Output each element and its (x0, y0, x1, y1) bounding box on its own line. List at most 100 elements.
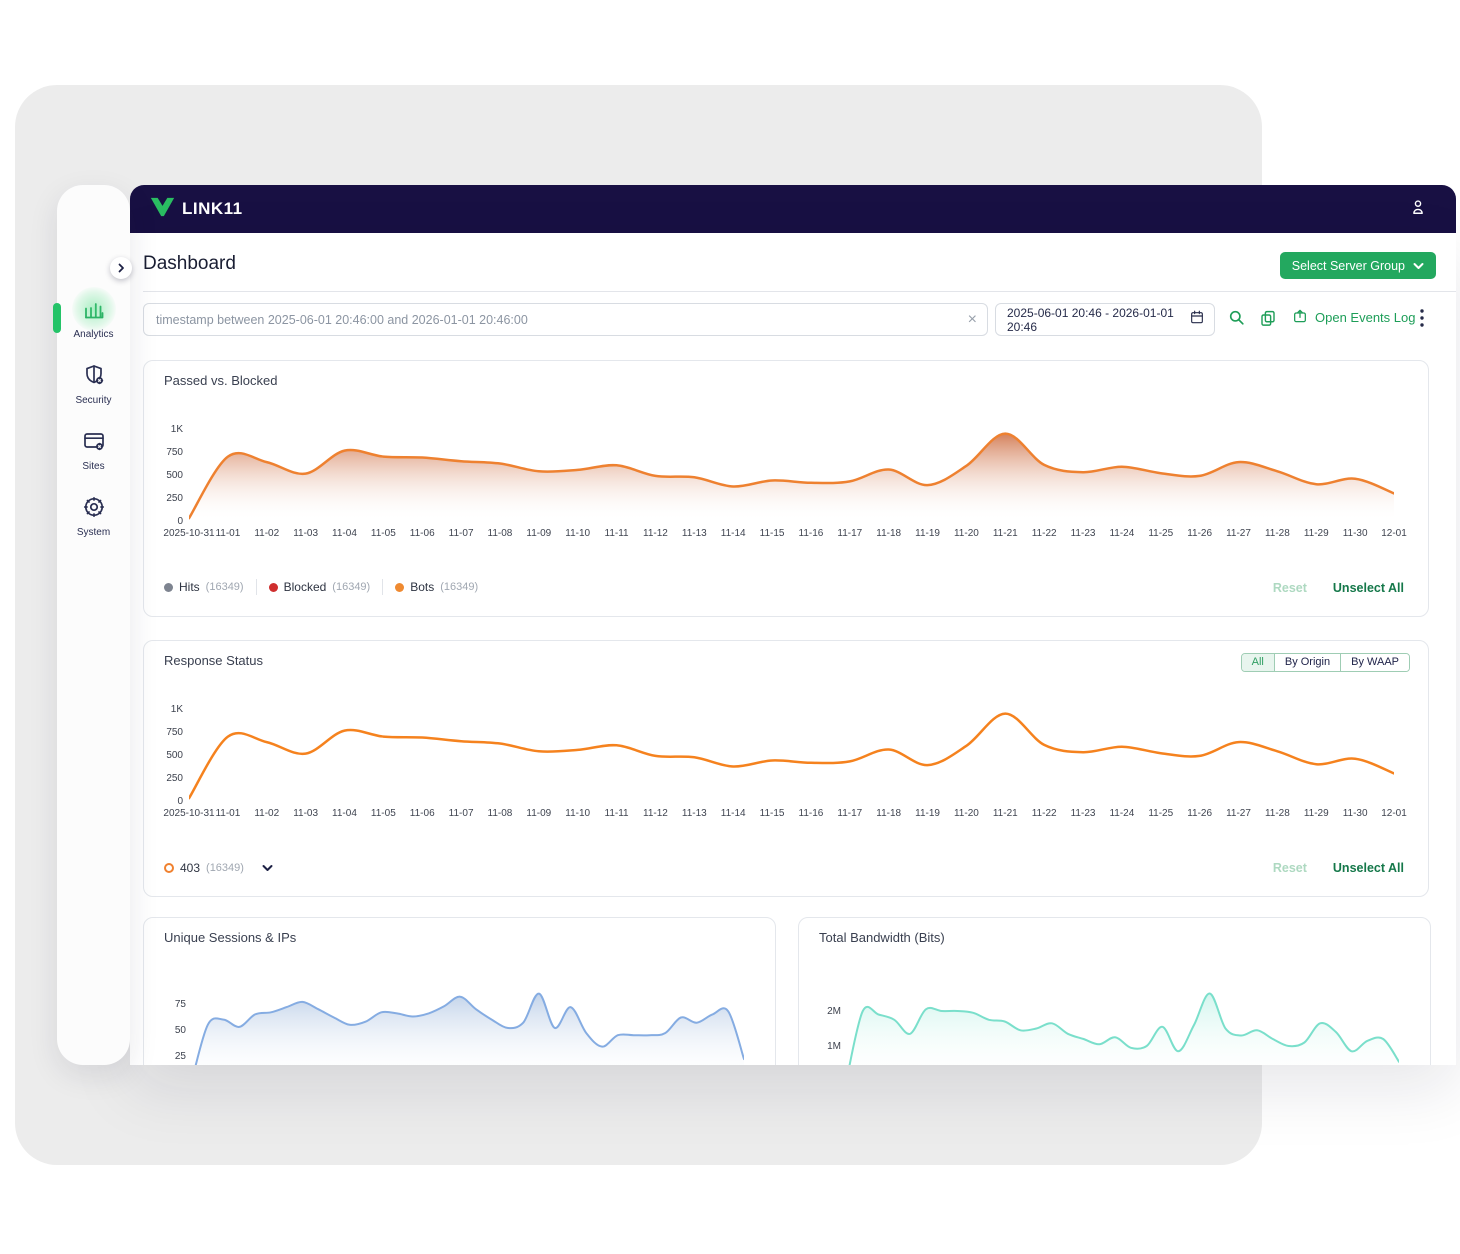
kebab-menu-icon (1420, 308, 1424, 332)
y-axis-tick: 250 (166, 773, 183, 784)
legend-count: (16349) (205, 581, 244, 593)
x-axis-label: 12-01 (1381, 528, 1407, 539)
chart-canvas[interactable] (189, 701, 1394, 801)
top-navbar: LINK11 (130, 185, 1456, 233)
unselect-all-button[interactable]: Unselect All (1332, 581, 1404, 595)
x-axis-label: 11-20 (953, 808, 979, 819)
search-button[interactable] (1224, 308, 1248, 332)
legend-item-bots[interactable]: Bots (16349) (395, 580, 478, 594)
x-axis-label: 2025-10-31 (163, 808, 215, 819)
x-axis-label: 12-01 (1381, 808, 1407, 819)
date-range-picker[interactable]: 2025-06-01 20:46 - 2026-01-01 20:46 (995, 303, 1215, 336)
x-axis-label: 11-23 (1070, 528, 1096, 539)
x-axis-label: 11-29 (1303, 808, 1329, 819)
sidebar-item-sites[interactable]: Sites (57, 427, 130, 472)
x-axis-label: 2025-10-31 (163, 528, 215, 539)
open-events-log-button[interactable]: Open Events Log (1292, 308, 1415, 327)
user-menu-button[interactable] (1408, 197, 1428, 222)
x-axis-label: 11-04 (332, 808, 357, 819)
y-axis-tick: 50 (174, 1025, 186, 1036)
chevron-right-icon (116, 263, 126, 273)
x-axis-label: 11-09 (526, 528, 552, 539)
toggle-by-origin[interactable]: By Origin (1274, 654, 1342, 671)
chart-canvas[interactable] (192, 964, 744, 1065)
y-axis-tick: 750 (166, 727, 183, 738)
legend-label: Blocked (283, 580, 327, 594)
reset-button[interactable]: Reset (1272, 861, 1307, 875)
x-axis-label: 11-19 (915, 808, 940, 819)
x-axis-label: 11-15 (759, 808, 785, 819)
legend-item-hits[interactable]: Hits (16349) (164, 580, 244, 594)
x-axis-label: 11-13 (681, 528, 707, 539)
y-axis-tick: 1M (827, 1041, 841, 1052)
brand-logo[interactable]: LINK11 (150, 197, 243, 222)
chart-canvas[interactable] (189, 421, 1394, 521)
toggle-all[interactable]: All (1241, 654, 1275, 671)
x-axis-label: 11-12 (643, 808, 668, 819)
x-axis-label: 11-05 (370, 808, 396, 819)
sidebar-item-system[interactable]: System (57, 493, 130, 538)
legend-item-403[interactable]: 403 (16349) (164, 861, 244, 875)
clear-filter-icon[interactable]: × (967, 310, 977, 328)
legend-ring-icon (164, 863, 174, 873)
x-axis-label: 11-09 (526, 808, 552, 819)
x-axis-label: 11-21 (992, 808, 1018, 819)
reset-button[interactable]: Reset (1272, 581, 1307, 595)
sidebar-item-label: System (76, 527, 111, 538)
open-events-log-label: Open Events Log (1315, 310, 1416, 325)
x-axis-label: 11-18 (876, 528, 902, 539)
shield-gear-icon (80, 361, 108, 389)
y-axis-tick: 0 (177, 796, 183, 807)
y-axis-tick: 500 (166, 750, 183, 761)
x-axis-label: 11-11 (604, 528, 629, 539)
brand-name: LINK11 (182, 199, 243, 218)
copy-query-button[interactable] (1256, 308, 1280, 332)
x-axis-label: 11-21 (992, 528, 1018, 539)
x-axis-label: 11-29 (1303, 528, 1329, 539)
sidebar-item-label: Sites (82, 461, 105, 472)
x-axis-label: 11-17 (837, 808, 863, 819)
x-axis-label: 11-30 (1342, 528, 1368, 539)
legend-label: Hits (179, 580, 200, 594)
legend-item-blocked[interactable]: Blocked (16349) (268, 580, 371, 594)
sidebar-item-label: Security (75, 395, 112, 406)
x-axis-label: 11-08 (487, 808, 513, 819)
x-axis-label: 11-10 (565, 808, 591, 819)
x-axis-label: 11-15 (759, 528, 785, 539)
x-axis-label: 11-03 (293, 808, 319, 819)
legend-count: (16349) (440, 581, 479, 593)
toggle-by-waap[interactable]: By WAAP (1341, 654, 1409, 671)
select-server-group-button[interactable]: Select Server Group (1279, 252, 1436, 279)
x-axis-label: 11-19 (915, 528, 940, 539)
legend-expand-chevron-icon[interactable] (262, 859, 273, 877)
chart-canvas[interactable] (847, 968, 1399, 1065)
card-title: Passed vs. Blocked (164, 373, 278, 388)
unselect-all-button[interactable]: Unselect All (1332, 861, 1404, 875)
card-title: Unique Sessions & IPs (164, 930, 297, 945)
x-axis-label: 11-08 (487, 528, 513, 539)
x-axis-label: 11-06 (409, 808, 435, 819)
more-options-button[interactable] (1410, 308, 1434, 332)
sidebar-item-analytics[interactable]: Analytics (57, 287, 130, 340)
header-divider (143, 291, 1456, 292)
x-axis-label: 11-16 (798, 528, 824, 539)
search-icon (1227, 308, 1246, 332)
x-axis-label: 11-13 (681, 808, 707, 819)
passed-vs-blocked-card: Passed vs. Blocked 1K 750 500 250 0 2025-10-… (143, 360, 1429, 617)
legend-label: Bots (410, 580, 435, 594)
legend-dot-icon (395, 582, 405, 592)
x-axis-label: 11-02 (254, 528, 280, 539)
legend-count: (16349) (332, 581, 371, 593)
sidebar-collapse-button[interactable] (110, 257, 132, 279)
filter-query-input[interactable] (156, 312, 968, 327)
y-axis-tick: 25 (174, 1051, 186, 1062)
x-axis-label: 11-26 (1187, 528, 1213, 539)
y-axis-tick: 2M (827, 1006, 841, 1017)
chart-legend: Hits (16349) Blocked (16349) Bots (16349) (164, 579, 478, 595)
legend-divider (255, 579, 257, 595)
x-axis-label: 11-03 (293, 528, 319, 539)
x-axis-label: 11-01 (215, 528, 241, 539)
y-axis-tick: 0 (177, 516, 183, 527)
filter-query-field[interactable]: × (143, 303, 988, 336)
sidebar-item-security[interactable]: Security (57, 361, 130, 406)
